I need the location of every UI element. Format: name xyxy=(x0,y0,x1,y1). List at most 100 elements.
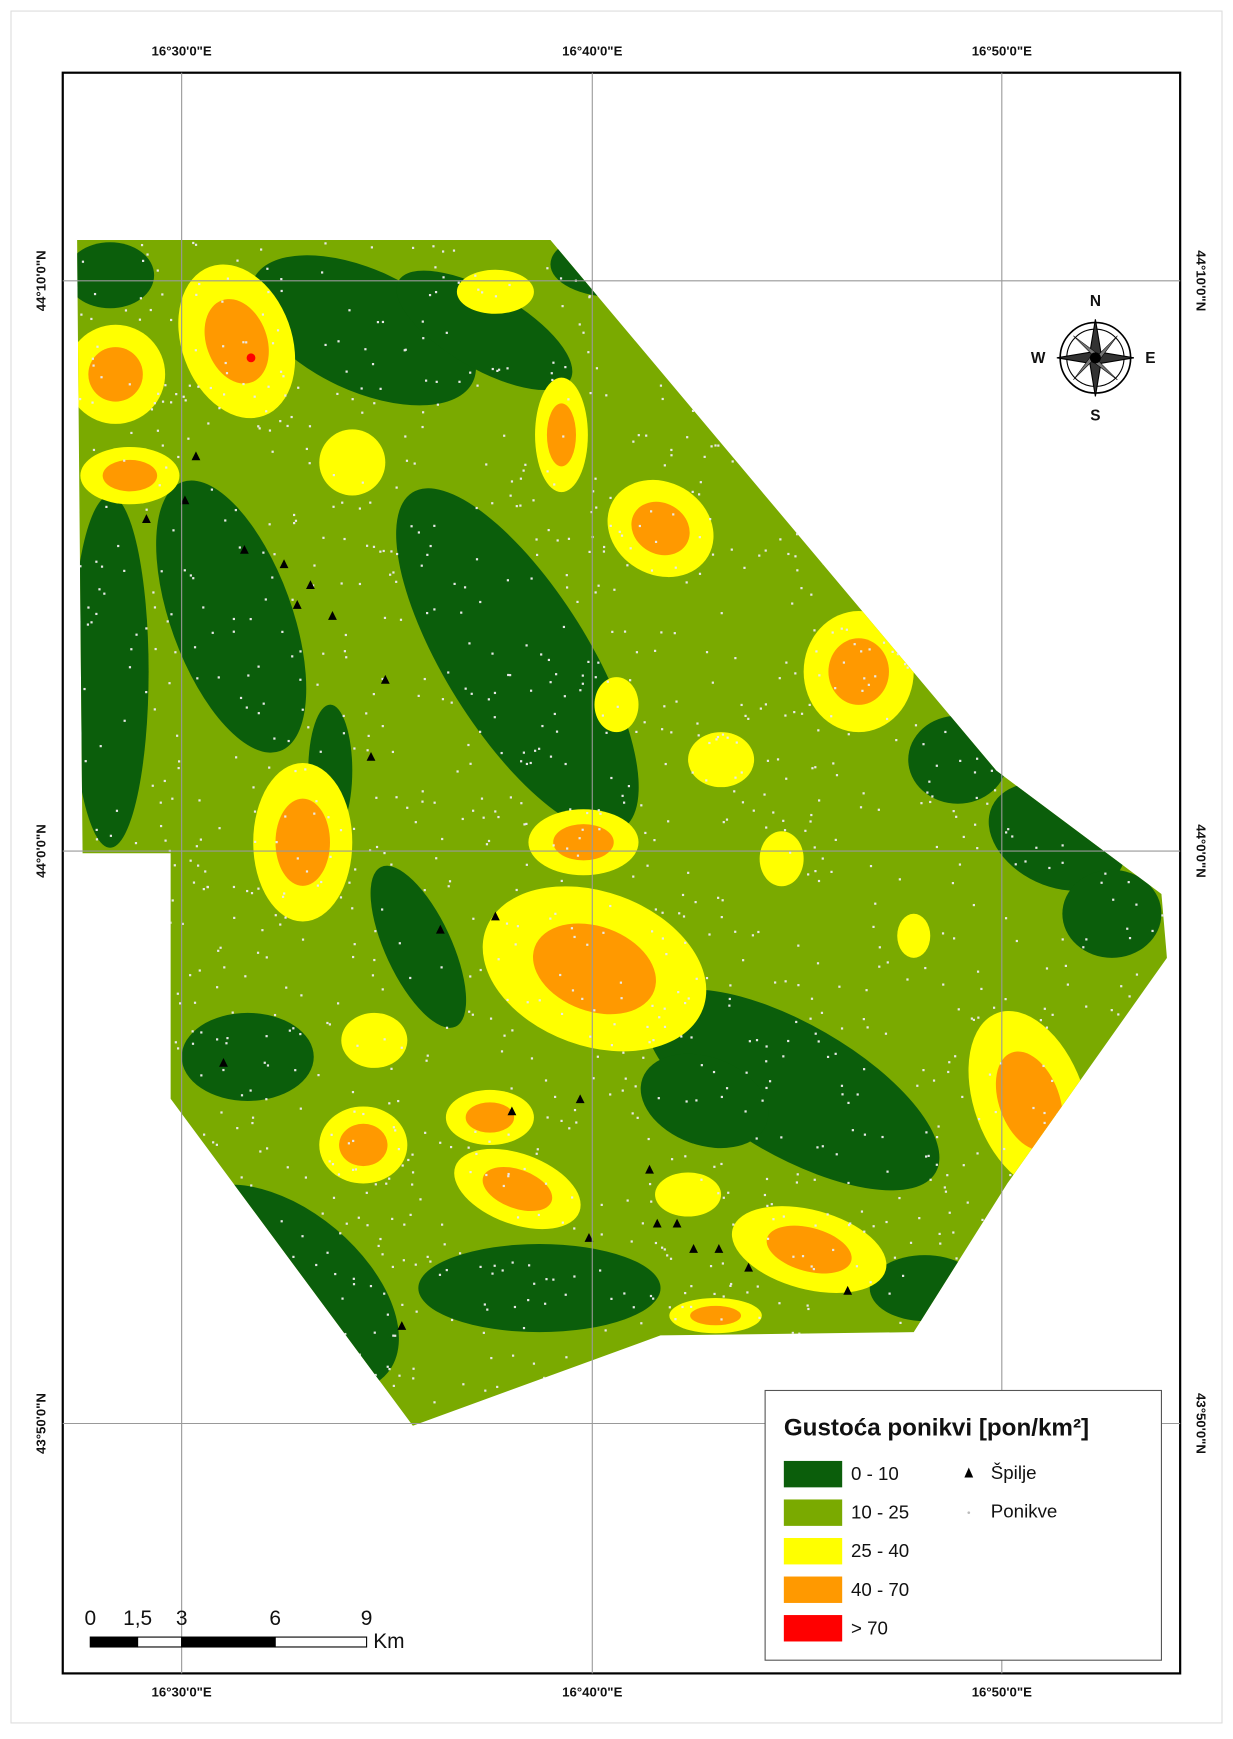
sinkhole-point xyxy=(727,1191,730,1194)
sinkhole-point xyxy=(856,1093,859,1096)
sinkhole-point xyxy=(589,391,592,395)
sinkhole-point xyxy=(672,513,675,516)
sinkhole-point xyxy=(1011,835,1014,838)
sinkhole-point xyxy=(801,1255,805,1258)
sinkhole-point xyxy=(806,1304,809,1307)
lon-label: 16°40'0"E xyxy=(562,1685,622,1700)
sinkhole-point xyxy=(426,1255,429,1258)
lat-label: 44°0'0"N xyxy=(33,824,48,878)
sinkhole-point xyxy=(520,760,523,763)
sinkhole-point xyxy=(91,401,94,404)
sinkhole-point xyxy=(938,1232,941,1236)
sinkhole-point xyxy=(485,1173,488,1177)
sinkhole-point xyxy=(1032,1106,1035,1110)
sinkhole-point xyxy=(664,762,667,766)
sinkhole-point xyxy=(711,681,714,684)
sinkhole-point xyxy=(832,762,835,765)
sinkhole-point xyxy=(952,937,956,940)
density-zone xyxy=(533,923,656,1015)
sinkhole-point xyxy=(556,539,559,542)
sinkhole-point xyxy=(281,630,284,633)
sinkhole-point xyxy=(490,1356,493,1360)
sinkhole-point xyxy=(105,505,108,508)
sinkhole-point xyxy=(525,822,528,826)
sinkhole-point xyxy=(1003,1147,1006,1151)
sinkhole-point xyxy=(925,1155,928,1158)
cave-symbol xyxy=(964,1467,974,1478)
sinkhole-point xyxy=(573,1108,577,1112)
sinkhole-point xyxy=(271,576,274,579)
sinkhole-point xyxy=(906,666,909,669)
sinkhole-point xyxy=(813,1178,816,1181)
sinkhole-point xyxy=(740,771,743,774)
sinkhole-point xyxy=(715,738,718,741)
sinkhole-point xyxy=(253,810,257,813)
sinkhole-point xyxy=(916,1084,919,1087)
sinkhole-point xyxy=(330,1133,333,1136)
sinkhole-point xyxy=(445,1026,449,1029)
sinkhole-point xyxy=(151,784,154,787)
sinkhole-point xyxy=(576,854,580,857)
sinkhole-point xyxy=(610,776,613,780)
sinkhole-point xyxy=(1085,1005,1088,1008)
sinkhole-point xyxy=(392,1384,395,1387)
sinkhole-point xyxy=(450,1318,454,1322)
sinkhole-point xyxy=(328,1160,331,1163)
sinkhole-point xyxy=(460,611,463,614)
sinkhole-point xyxy=(328,1023,331,1026)
sinkhole-point xyxy=(153,606,157,609)
sinkhole-point xyxy=(184,399,187,402)
sinkhole-point xyxy=(218,407,221,410)
sinkhole-point xyxy=(832,1248,835,1252)
sinkhole-point xyxy=(797,984,800,987)
sinkhole-point xyxy=(497,815,500,819)
sinkhole-point xyxy=(898,1196,901,1200)
sinkhole-point xyxy=(695,977,698,980)
sinkhole-point xyxy=(1009,1173,1012,1177)
cave-point xyxy=(744,1262,754,1272)
sinkhole-point xyxy=(970,1017,973,1020)
sinkhole-point xyxy=(1085,938,1088,941)
density-zone xyxy=(77,495,149,848)
sinkhole-point xyxy=(594,591,597,594)
cave-point xyxy=(191,451,201,461)
sinkhole-point xyxy=(96,345,99,348)
sinkhole-point xyxy=(942,983,945,986)
sinkhole-point xyxy=(301,938,305,941)
sinkhole-point xyxy=(554,912,557,915)
sinkhole-point xyxy=(722,821,725,824)
sinkhole-point xyxy=(479,730,482,733)
sinkhole-point xyxy=(555,673,558,676)
sinkhole-point xyxy=(620,534,624,537)
sinkhole-point xyxy=(487,839,491,843)
sinkhole-point xyxy=(527,1299,530,1302)
sinkhole-point xyxy=(153,708,156,711)
sinkhole-point xyxy=(551,378,554,382)
sinkhole-point xyxy=(652,1297,655,1300)
legend: Gustoća ponikvi [pon/km²] 0 - 10 10 - 25 2… xyxy=(764,1389,1162,1661)
sinkhole-point xyxy=(177,455,180,459)
sinkhole-point xyxy=(329,855,332,858)
sinkhole-point xyxy=(1014,863,1017,866)
legend-title: Gustoća ponikvi [pon/km²] xyxy=(784,1414,1089,1441)
sinkhole-point xyxy=(935,1136,939,1139)
sinkhole-point xyxy=(1064,964,1067,967)
sinkhole-point xyxy=(193,1001,197,1004)
sinkhole-point xyxy=(161,400,165,403)
sinkhole-point xyxy=(321,1212,324,1215)
sinkhole-point xyxy=(124,309,128,312)
sinkhole-point xyxy=(1128,995,1131,998)
sinkhole-point xyxy=(744,1110,747,1113)
sinkhole-point xyxy=(1110,1009,1113,1012)
sinkhole-point xyxy=(552,361,555,364)
sinkhole-point xyxy=(525,644,528,647)
sinkhole-point xyxy=(261,929,264,932)
sinkhole-point xyxy=(690,1285,693,1288)
sinkhole-point xyxy=(493,716,496,719)
sinkhole-point xyxy=(1015,939,1018,943)
sinkhole-point xyxy=(980,987,983,991)
sinkhole-point xyxy=(197,385,200,388)
sinkhole-point xyxy=(486,1308,489,1311)
sinkhole-point xyxy=(695,1099,698,1102)
